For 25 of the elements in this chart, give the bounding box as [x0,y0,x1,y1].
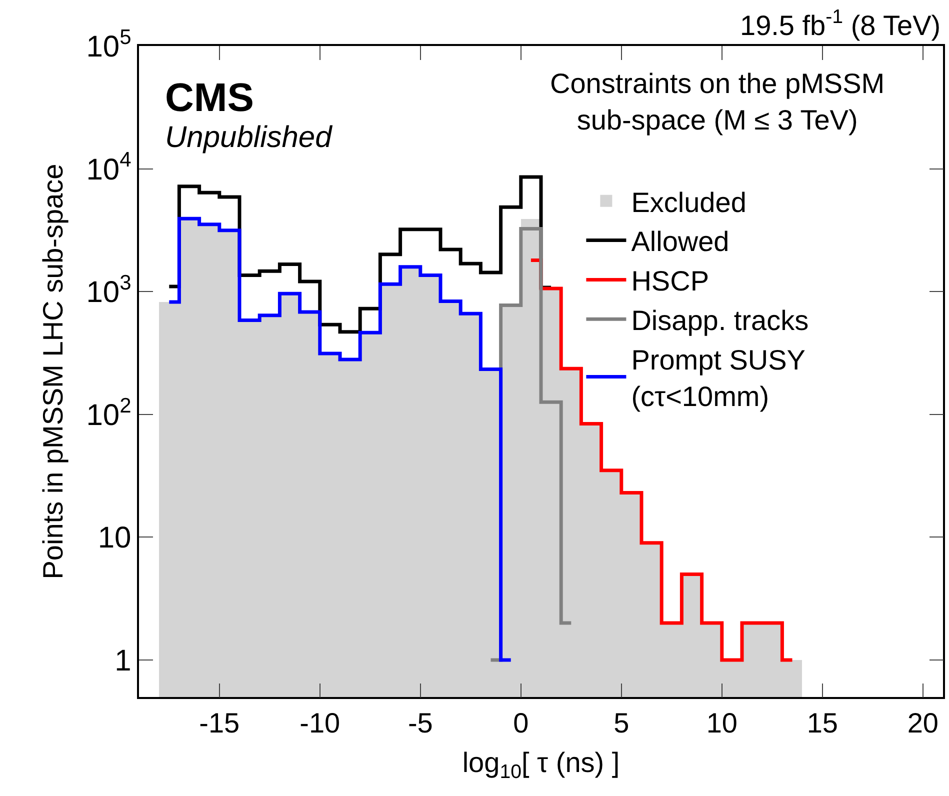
x-tick-label: 15 [806,707,838,738]
y-tick-label: 10$^{4}$ [86,148,132,186]
annotation: Unpublished [165,121,334,154]
text: 19.5 fb$^{-1}$ (8 TeV) [740,6,941,41]
x-tick-label: 0 [513,707,529,738]
legend-label: Prompt SUSY (cτ<10mm) [631,344,806,412]
x-tick-label: 10 [706,707,738,738]
x-tick-label: -5 [408,707,433,738]
legend-label: HSCP [631,266,709,297]
legend-label: Excluded [631,186,746,218]
y-tick-label: 10$^{2}$ [86,394,132,432]
legend-label: Disapp. tracks [631,305,809,336]
y-tick-label: 10 [98,522,132,555]
x-axis-title: log$_{10}$[ τ (ns) ] [462,746,620,783]
x-tick-label: -10 [300,707,340,738]
y-tick-label: 10$^{3}$ [86,272,132,310]
annotation: Constraints on the pMSSM sub-space (M ≤ 3 TeV) [550,68,885,136]
annotation: CMS [165,76,254,120]
y-tick-label: 1 [114,644,132,678]
x-tick-label: 5 [614,707,630,738]
y-axis-title: Points in pMSSM LHC sub-space [37,164,68,580]
x-tick-label: 20 [907,707,938,738]
y-tick-label: 10$^{5}$ [86,26,132,64]
legend-label: Allowed [631,226,730,258]
x-tick-label: -15 [199,707,240,738]
